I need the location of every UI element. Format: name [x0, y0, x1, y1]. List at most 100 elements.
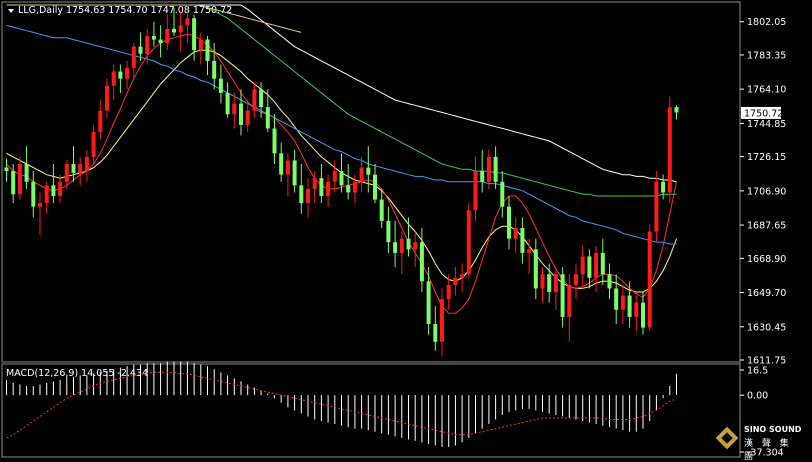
candle-body-up	[285, 160, 290, 175]
candle-body-down	[265, 107, 270, 129]
price-tick-label: 1630.45	[747, 322, 786, 333]
candle-body-up	[486, 156, 491, 182]
price-tick-label: 1783.35	[747, 50, 786, 61]
candle	[332, 160, 337, 193]
candle-body-down	[533, 249, 538, 289]
candle-body-down	[218, 78, 223, 93]
dropdown-triangle-icon[interactable]	[8, 9, 14, 13]
candle-body-down	[547, 274, 552, 292]
candle	[158, 25, 163, 58]
macd-header: MACD(12,26,9) 14.055 -2.434	[6, 368, 148, 379]
candle-body-down	[600, 252, 605, 275]
logo-name: SINO SOUND	[744, 425, 802, 434]
candle-body-up	[78, 164, 83, 173]
candle-body-up	[145, 36, 150, 54]
candle-body-up	[232, 103, 237, 115]
candle-body-down	[51, 185, 56, 196]
candle	[84, 149, 89, 182]
candle	[594, 245, 599, 292]
candle-body-down	[71, 164, 76, 173]
candle	[232, 92, 237, 129]
candle-body-down	[614, 288, 619, 310]
candle	[98, 100, 103, 140]
candle	[614, 274, 619, 324]
candle-body-down	[406, 238, 411, 250]
candle	[600, 238, 605, 285]
candle	[239, 89, 243, 136]
candle	[131, 43, 136, 79]
candle-body-down	[31, 181, 36, 207]
chart-header: LLG,Daily 1754.63 1754.70 1747.08 1750.7…	[8, 5, 232, 16]
candle	[567, 274, 572, 342]
price-tick-label: 1744.85	[747, 119, 786, 130]
candle-body-up	[185, 18, 190, 26]
candle	[373, 164, 377, 204]
candle-body-up	[527, 249, 532, 253]
candle	[399, 231, 404, 275]
candle	[78, 156, 83, 186]
candle-body-up	[446, 284, 451, 300]
macd-indicator	[6, 361, 677, 447]
candle-body-down	[24, 164, 29, 182]
candle	[218, 64, 223, 104]
symbol-label: LLG,Daily	[18, 5, 63, 16]
candle	[513, 217, 518, 253]
candle-body-up	[91, 132, 96, 157]
candle	[359, 156, 364, 193]
macd-tick-label: 0.00	[747, 391, 768, 402]
candle	[151, 21, 156, 47]
candle-body-down	[507, 206, 511, 239]
candle	[105, 78, 109, 118]
candle	[319, 164, 324, 204]
candle-body-up	[44, 185, 49, 204]
candle	[520, 217, 525, 264]
candle-body-down	[319, 178, 324, 196]
candle	[51, 164, 56, 204]
candle	[634, 295, 639, 332]
candle-body-down	[172, 28, 176, 33]
candle	[466, 203, 471, 278]
candle	[406, 217, 411, 257]
candle	[393, 220, 398, 268]
candle	[4, 158, 9, 182]
candle-body-down	[366, 167, 371, 175]
candle	[279, 142, 284, 182]
macd-tick-label: -37.304	[747, 448, 784, 459]
candle	[426, 267, 431, 335]
candle	[165, 14, 170, 51]
candle	[486, 149, 491, 189]
candle-body-down	[279, 153, 284, 175]
candle	[627, 281, 632, 328]
candle-body-up	[38, 203, 42, 207]
candle	[64, 160, 69, 189]
candle-body-up	[64, 164, 69, 182]
candle-body-up	[252, 89, 257, 111]
candle-body-down	[158, 39, 163, 44]
candle-body-down	[259, 89, 264, 108]
candle-body-up	[165, 28, 170, 44]
candle-body-up	[111, 71, 116, 86]
candle-body-up	[312, 178, 317, 189]
candle-body-down	[379, 199, 384, 221]
candle-body-up	[453, 277, 458, 285]
candle-body-up	[647, 231, 652, 328]
candle-body-up	[17, 164, 22, 195]
logo-chinese: 漢 聲 集 團	[744, 439, 792, 462]
candle-body-up	[125, 68, 130, 79]
candle	[245, 100, 250, 132]
ma-line-tan	[6, 4, 302, 33]
candle-body-down	[292, 160, 297, 186]
candle	[352, 174, 357, 204]
price-tick-label: 1764.10	[747, 85, 786, 96]
candle-body-up	[84, 156, 89, 172]
candle	[285, 153, 290, 196]
candle-body-up	[580, 256, 585, 275]
candle	[192, 14, 197, 61]
candle	[339, 153, 344, 193]
candle	[138, 32, 143, 61]
candle-body-up	[553, 274, 558, 292]
current-price-label: 1750.72	[744, 108, 783, 119]
candle	[527, 238, 532, 275]
